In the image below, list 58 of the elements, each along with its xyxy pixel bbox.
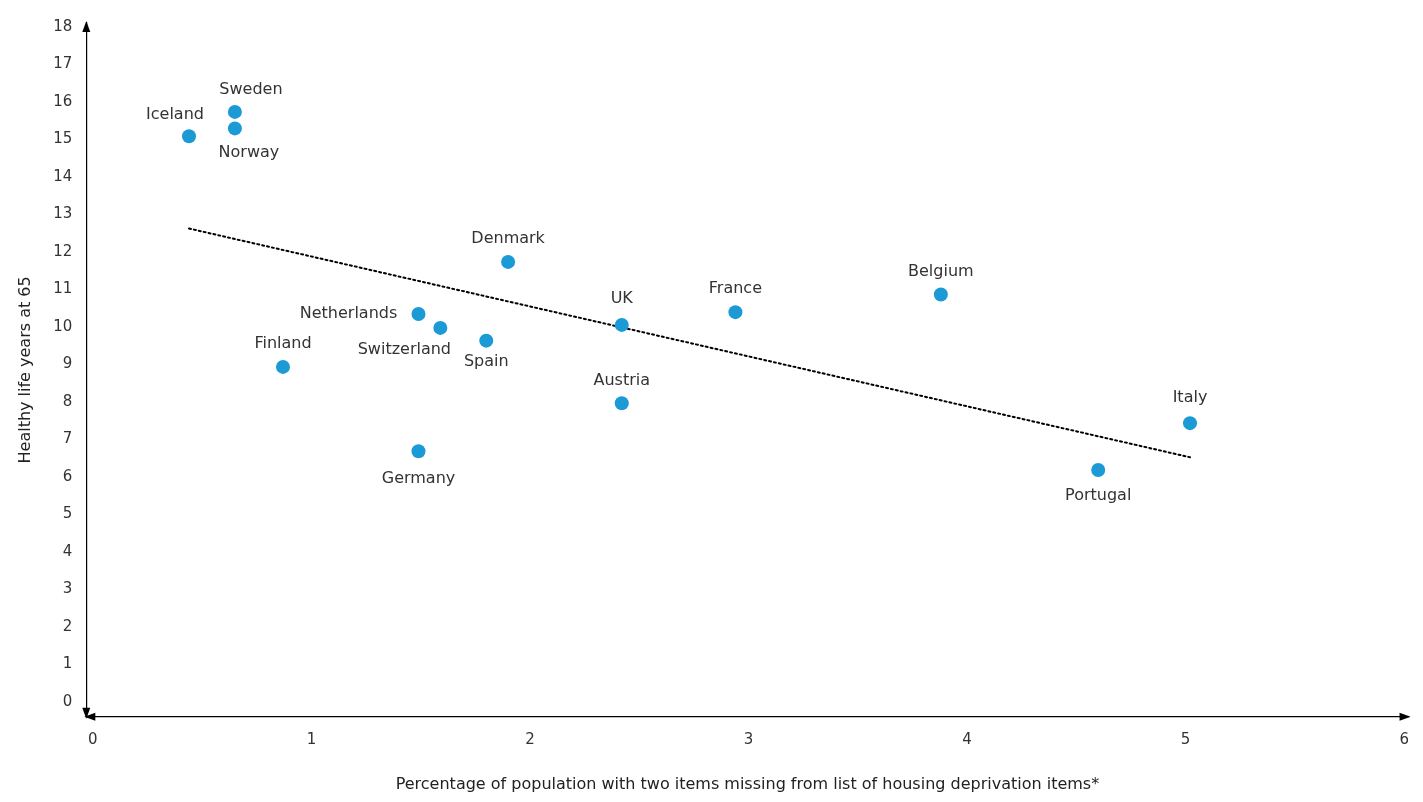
point: [411, 307, 426, 322]
annotation: Italy: [1172, 387, 1208, 407]
annotation: Switzerland: [357, 339, 452, 359]
y-tick-label: 7: [62, 429, 73, 448]
x-tick-label: 0: [88, 729, 98, 748]
annotation: Germany: [381, 468, 456, 488]
y-tick-label: 8: [62, 391, 73, 410]
point: [501, 254, 516, 269]
y-tick-label: 17: [53, 54, 73, 73]
y-tick-label: 18: [53, 16, 73, 35]
annotation: Sweden: [219, 79, 283, 99]
annotation: Denmark: [471, 228, 546, 248]
annotation: Belgium: [908, 260, 974, 280]
point: [227, 121, 242, 136]
point: [227, 104, 242, 119]
x-tick-label: 5: [1180, 729, 1191, 748]
annotation: Norway: [218, 141, 280, 161]
point: [614, 317, 629, 332]
y-axis-title: Healthy life years at 65: [14, 276, 34, 464]
y-tick-label: 1: [62, 654, 73, 673]
point: [1183, 416, 1197, 431]
point: [933, 287, 948, 302]
point: [479, 333, 494, 348]
point: [728, 305, 743, 320]
y-tick-label: 15: [53, 129, 73, 148]
point: [614, 396, 629, 411]
annotation: Portugal: [1065, 485, 1132, 505]
y-tick-label: 2: [62, 616, 73, 635]
point: [411, 444, 426, 459]
y-tick-label: 6: [62, 466, 73, 485]
point: [1091, 463, 1106, 478]
y-tick-label: 4: [62, 541, 73, 560]
annotation: Finland: [254, 333, 312, 353]
y-tick-label: 11: [53, 279, 73, 298]
y-tick-label: 12: [53, 241, 73, 260]
y-tick-label: 0: [62, 691, 73, 710]
annotation: UK: [610, 288, 634, 308]
y-tick-label: 16: [53, 91, 73, 110]
x-axis-title: Percentage of population with two items missing from list of housing deprivation items*: [395, 773, 1100, 793]
point: [275, 359, 290, 374]
annotation: France: [708, 278, 762, 298]
annotation: Netherlands: [299, 303, 398, 323]
x-tick-label: 1: [306, 729, 317, 748]
y-tick-label: 13: [53, 204, 73, 223]
y-tick-label: 5: [62, 504, 73, 523]
point: [433, 320, 448, 335]
y-tick-label: 10: [53, 316, 73, 335]
x-tick-label: 3: [743, 729, 754, 748]
y-tick-label: 14: [53, 166, 73, 185]
annotation: Spain: [463, 350, 509, 370]
x-tick-label: 4: [962, 729, 972, 748]
y-tick-label: 3: [62, 579, 73, 598]
x-tick-label: 2: [525, 729, 535, 748]
y-tick-label: 9: [62, 354, 73, 373]
annotation: Austria: [593, 370, 651, 390]
annotation: Iceland: [146, 104, 204, 124]
x-tick-label: 6: [1399, 729, 1409, 748]
point: [182, 129, 197, 144]
